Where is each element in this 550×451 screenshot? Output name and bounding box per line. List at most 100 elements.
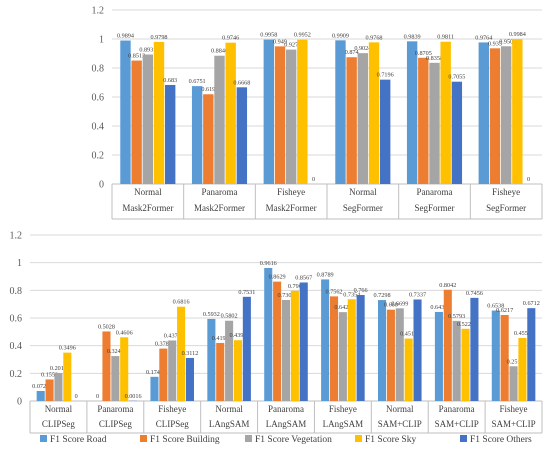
y-tick-label: 0.2 bbox=[10, 369, 23, 380]
x-category-label: Panaroma bbox=[417, 187, 453, 197]
data-label: 0.3112 bbox=[182, 350, 199, 357]
data-label: 0.8629 bbox=[269, 274, 286, 281]
data-label: 0.5802 bbox=[221, 313, 238, 320]
bar-road bbox=[407, 41, 417, 184]
data-label: 0.6751 bbox=[189, 78, 206, 85]
bar-others bbox=[357, 295, 365, 401]
data-label: 0.4606 bbox=[116, 329, 133, 336]
bar-sky bbox=[348, 299, 356, 401]
x-category-label: Normal bbox=[45, 404, 73, 414]
bar-road bbox=[492, 311, 500, 401]
bar-vegetation bbox=[54, 373, 62, 401]
y-tick-label: 0.6 bbox=[92, 93, 105, 104]
y-tick-label: 1 bbox=[17, 258, 22, 269]
x-group-label: LAngSAM bbox=[323, 419, 364, 429]
bar-building bbox=[273, 282, 281, 401]
bar-sky bbox=[154, 42, 164, 184]
data-label: 0.950 bbox=[499, 38, 513, 45]
x-category-label: Fisheye bbox=[277, 187, 305, 197]
data-label: 0.7531 bbox=[238, 289, 255, 296]
bar-sky bbox=[120, 337, 128, 401]
x-group-label: SAM+CLIP bbox=[378, 419, 422, 429]
legend-label: F1 Score Sky bbox=[365, 435, 416, 445]
bar-vegetation bbox=[396, 308, 404, 401]
chart-1: 00.20.40.60.811.2NormalMask2Former0.9894… bbox=[92, 6, 543, 220]
bar-road bbox=[37, 391, 45, 401]
bar-building bbox=[490, 48, 500, 184]
x-group-label: Mask2Former bbox=[266, 203, 317, 213]
x-group-label: CLIPSeg bbox=[99, 419, 133, 429]
data-label: 0.8846 bbox=[211, 48, 228, 55]
x-group-label: CLIPSeg bbox=[156, 419, 190, 429]
data-label: 0.9024 bbox=[354, 45, 371, 52]
bar-road bbox=[321, 279, 329, 401]
bar-sky bbox=[234, 340, 242, 401]
x-group-label: CLIPSeg bbox=[42, 419, 76, 429]
x-category-label: Fisheye bbox=[329, 404, 357, 414]
x-category-label: Normal bbox=[215, 404, 243, 414]
y-tick-label: 0.4 bbox=[92, 122, 105, 133]
legend-swatch-building bbox=[140, 435, 147, 442]
bar-road bbox=[150, 377, 158, 401]
legend-swatch-road bbox=[40, 435, 47, 442]
legend-swatch-others bbox=[460, 435, 467, 442]
legend-label: F1 Score Building bbox=[150, 435, 220, 445]
x-group-label: Mask2Former bbox=[194, 203, 245, 213]
data-label: 0.7196 bbox=[377, 72, 394, 79]
bar-others bbox=[165, 85, 175, 184]
data-label: 0.7562 bbox=[326, 288, 343, 295]
bar-building bbox=[444, 290, 452, 401]
bar-vegetation bbox=[143, 55, 153, 184]
bar-others bbox=[452, 82, 462, 184]
y-tick-label: 0 bbox=[17, 397, 22, 408]
data-label: 0.7456 bbox=[466, 290, 483, 297]
bar-vegetation bbox=[358, 53, 368, 184]
x-group-label: SAM+CLIP bbox=[435, 419, 479, 429]
bar-others bbox=[470, 298, 478, 401]
bar-sky bbox=[512, 39, 522, 184]
bar-vegetation bbox=[286, 50, 296, 184]
data-label: 0.5932 bbox=[203, 311, 220, 318]
bar-road bbox=[479, 42, 489, 184]
x-category-label: Panaroma bbox=[268, 404, 304, 414]
data-label: 0.683 bbox=[163, 77, 177, 84]
bar-road bbox=[264, 268, 272, 401]
bar-road bbox=[435, 312, 443, 401]
bar-building bbox=[131, 61, 141, 184]
bar-sky bbox=[297, 40, 307, 184]
bar-sky bbox=[291, 291, 299, 401]
bar-sky bbox=[518, 338, 526, 401]
data-label: 0.8789 bbox=[317, 271, 334, 278]
legend-label: F1 Score Others bbox=[470, 435, 532, 445]
data-label: 0 bbox=[312, 176, 315, 183]
x-category-label: Normal bbox=[386, 404, 414, 414]
data-label: 0.9894 bbox=[117, 33, 134, 40]
data-label: 0.7298 bbox=[374, 292, 391, 299]
bar-others bbox=[243, 297, 251, 401]
bar-vegetation bbox=[282, 300, 290, 401]
data-label: 0.5028 bbox=[98, 323, 115, 330]
data-label: 0.8042 bbox=[439, 282, 456, 289]
bar-others bbox=[527, 308, 535, 401]
bar-vegetation bbox=[501, 46, 511, 184]
x-group-label: SegFormer bbox=[343, 203, 383, 213]
bar-vegetation bbox=[339, 312, 347, 401]
bar-others bbox=[237, 87, 247, 184]
bar-vegetation bbox=[429, 63, 439, 184]
bar-vegetation bbox=[214, 56, 224, 184]
bar-building bbox=[387, 310, 395, 401]
data-label: 0.3496 bbox=[59, 345, 76, 352]
bar-sky bbox=[405, 339, 413, 401]
legend-label: F1 Score Road bbox=[50, 435, 107, 445]
x-category-label: Normal bbox=[349, 187, 377, 197]
bar-road bbox=[207, 319, 215, 401]
data-label: 0.9616 bbox=[260, 260, 277, 267]
data-label: 0.8358 bbox=[426, 55, 443, 62]
bar-sky bbox=[440, 42, 450, 184]
x-group-label: SAM+CLIP bbox=[492, 419, 536, 429]
bar-building bbox=[275, 46, 285, 184]
x-category-label: Normal bbox=[134, 187, 162, 197]
legend-swatch-vegetation bbox=[245, 435, 252, 442]
bar-building bbox=[346, 57, 356, 184]
